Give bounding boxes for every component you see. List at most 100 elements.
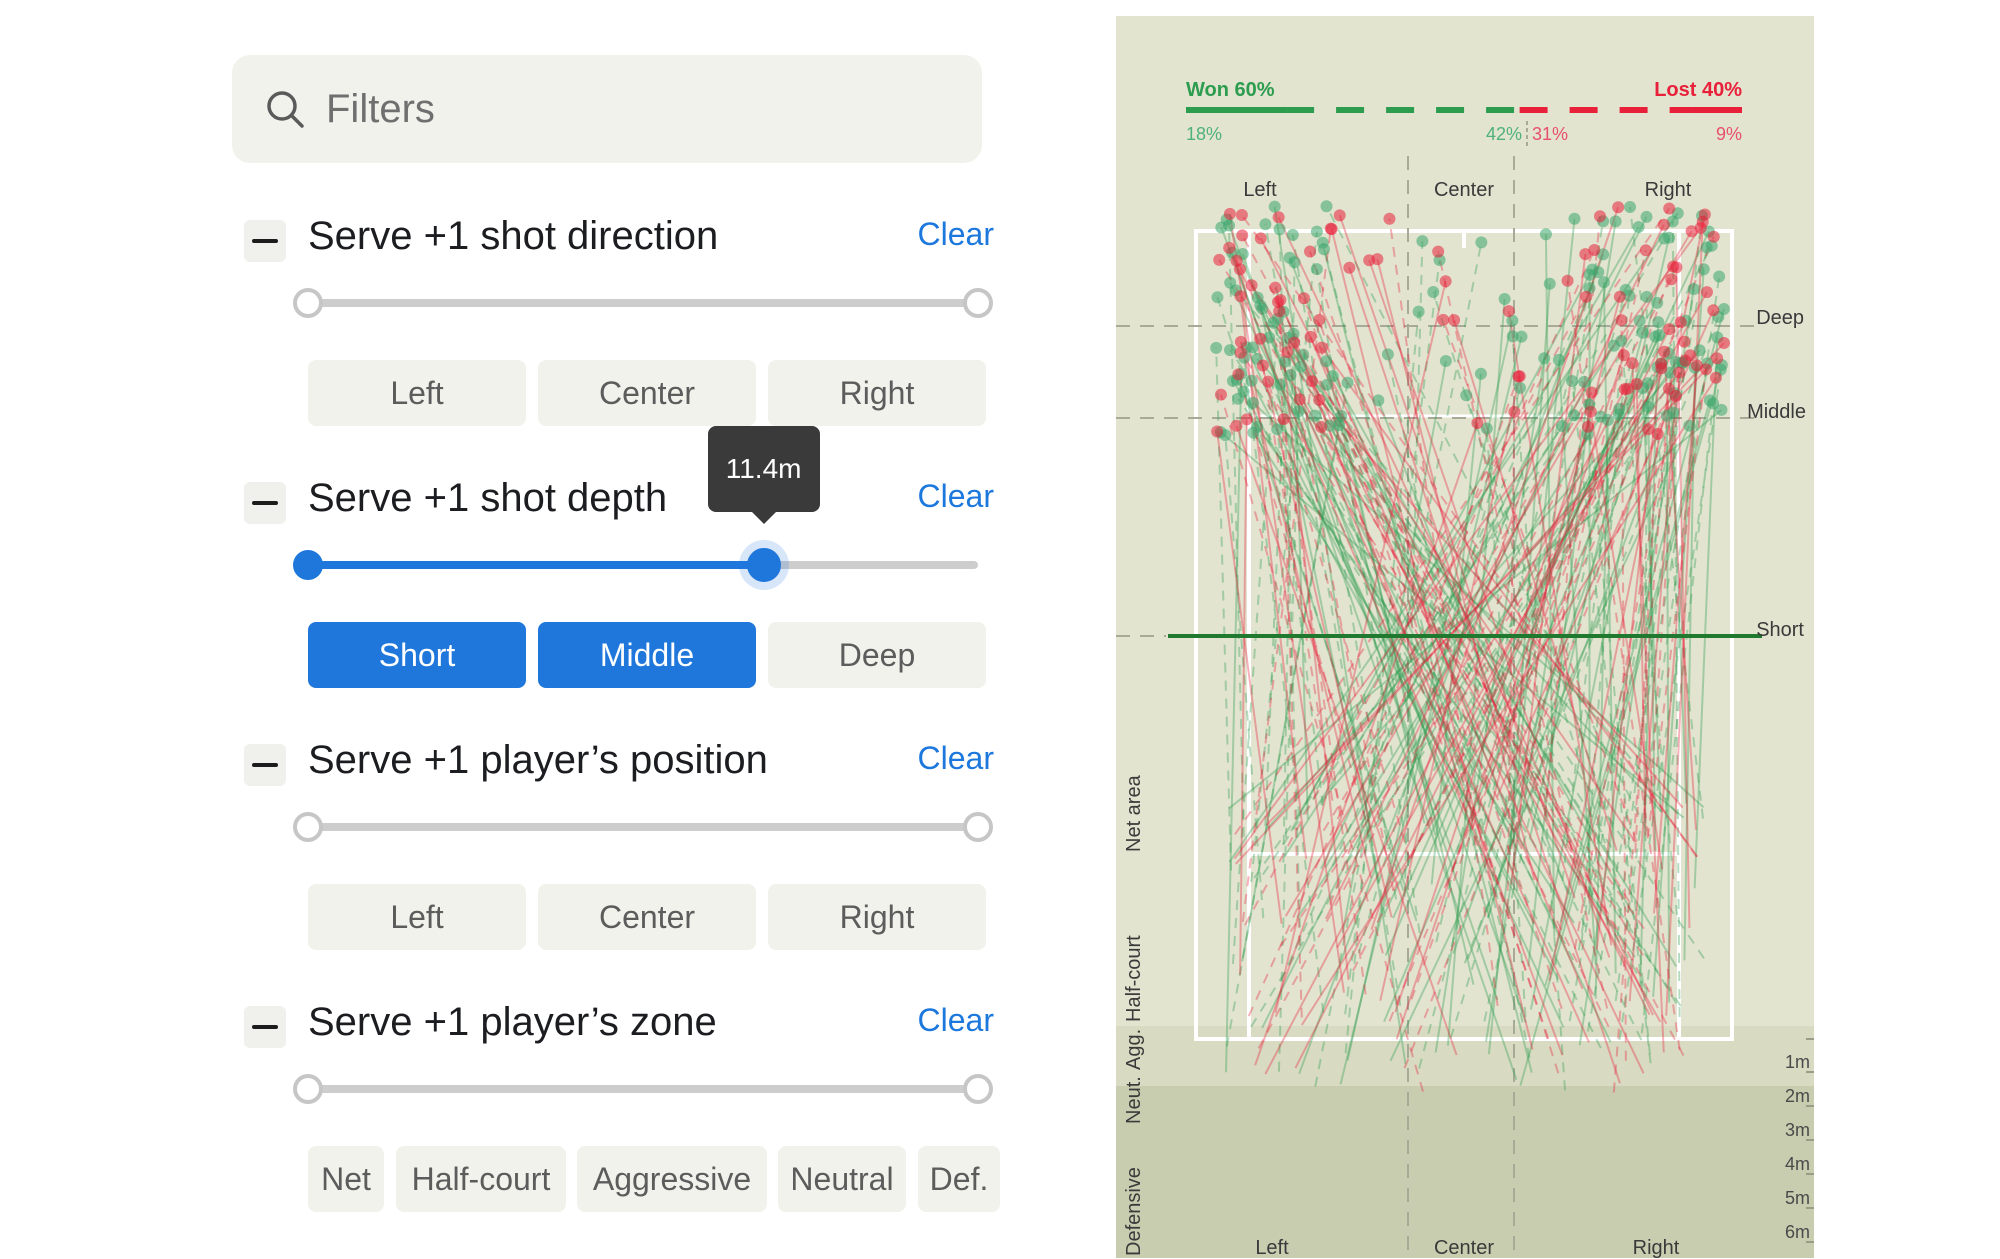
range-slider[interactable] [293, 288, 993, 318]
landing-point-lost[interactable] [1256, 359, 1269, 372]
slider-handle-max[interactable] [963, 812, 993, 842]
landing-point-won[interactable] [1623, 289, 1636, 302]
landing-point-lost[interactable] [1315, 420, 1328, 433]
landing-point-won[interactable] [1292, 405, 1305, 418]
landing-point-lost[interactable] [1561, 274, 1574, 287]
landing-point-won[interactable] [1268, 200, 1281, 213]
clear-button[interactable]: Clear [917, 216, 994, 252]
landing-point-won[interactable] [1539, 228, 1552, 241]
landing-point-lost[interactable] [1674, 316, 1687, 329]
landing-point-lost[interactable] [1667, 260, 1680, 273]
landing-point-won[interactable] [1320, 200, 1333, 213]
landing-point-lost[interactable] [1277, 413, 1290, 426]
landing-point-won[interactable] [1224, 344, 1237, 357]
landing-point-lost[interactable] [1281, 346, 1294, 359]
landing-point-won[interactable] [1271, 423, 1284, 436]
landing-point-won[interactable] [1326, 370, 1339, 383]
landing-point-won[interactable] [1641, 377, 1654, 390]
collapse-button[interactable] [244, 744, 286, 786]
landing-point-lost[interactable] [1642, 423, 1655, 436]
option-short[interactable]: Short [308, 622, 526, 688]
landing-point-lost[interactable] [1613, 290, 1626, 303]
landing-point-lost[interactable] [1254, 332, 1267, 345]
landing-point-won[interactable] [1316, 236, 1329, 249]
landing-point-lost[interactable] [1305, 375, 1318, 388]
landing-point-won[interactable] [1284, 369, 1297, 382]
landing-point-lost[interactable] [1245, 279, 1258, 292]
landing-point-lost[interactable] [1508, 405, 1521, 418]
landing-point-lost[interactable] [1214, 388, 1227, 401]
landing-point-lost[interactable] [1502, 305, 1515, 318]
landing-point-won[interactable] [1601, 413, 1614, 426]
landing-point-lost[interactable] [1580, 290, 1593, 303]
landing-point-lost[interactable] [1448, 314, 1461, 327]
landing-point-won[interactable] [1651, 296, 1664, 309]
option-left[interactable]: Left [308, 884, 526, 950]
landing-point-won[interactable] [1566, 375, 1579, 388]
landing-point-lost[interactable] [1651, 427, 1664, 440]
landing-point-won[interactable] [1633, 314, 1646, 327]
landing-point-won[interactable] [1211, 291, 1224, 304]
slider-handle-min[interactable] [293, 550, 323, 580]
option-deep[interactable]: Deep [768, 622, 986, 688]
landing-point-won[interactable] [1256, 302, 1269, 315]
landing-point-lost[interactable] [1240, 413, 1253, 426]
landing-point-lost[interactable] [1626, 357, 1639, 370]
landing-point-lost[interactable] [1293, 393, 1306, 406]
landing-point-won[interactable] [1713, 270, 1726, 283]
slider-handle-max[interactable] [963, 288, 993, 318]
landing-point-won[interactable] [1320, 378, 1333, 391]
landing-point-won[interactable] [1273, 223, 1286, 236]
landing-point-won[interactable] [1632, 221, 1645, 234]
landing-point-won[interactable] [1613, 402, 1626, 415]
landing-point-won[interactable] [1667, 406, 1680, 419]
landing-point-won[interactable] [1652, 316, 1665, 329]
landing-point-won[interactable] [1693, 344, 1706, 357]
landing-point-lost[interactable] [1584, 405, 1597, 418]
landing-point-lost[interactable] [1432, 245, 1445, 258]
landing-point-won[interactable] [1427, 285, 1440, 298]
landing-point-won[interactable] [1514, 381, 1527, 394]
landing-point-won[interactable] [1372, 394, 1385, 407]
landing-point-lost[interactable] [1223, 241, 1236, 254]
landing-point-won[interactable] [1624, 200, 1637, 213]
slider-handle-max[interactable] [746, 548, 781, 582]
landing-point-won[interactable] [1640, 210, 1653, 223]
landing-point-won[interactable] [1586, 263, 1599, 276]
landing-point-won[interactable] [1320, 355, 1333, 368]
landing-point-lost[interactable] [1513, 370, 1526, 383]
slider-handle-max[interactable] [963, 1074, 993, 1104]
landing-point-lost[interactable] [1615, 314, 1628, 327]
landing-point-won[interactable] [1475, 236, 1488, 249]
landing-point-lost[interactable] [1630, 378, 1643, 391]
landing-point-lost[interactable] [1707, 230, 1720, 243]
landing-point-lost[interactable] [1233, 263, 1246, 276]
landing-point-won[interactable] [1578, 375, 1591, 388]
landing-point-won[interactable] [1669, 356, 1682, 369]
landing-point-lost[interactable] [1437, 313, 1450, 326]
landing-point-won[interactable] [1687, 282, 1700, 295]
landing-point-won[interactable] [1707, 397, 1720, 410]
landing-point-won[interactable] [1294, 360, 1307, 373]
landing-point-won[interactable] [1697, 263, 1710, 276]
option-right[interactable]: Right [768, 884, 986, 950]
landing-point-lost[interactable] [1663, 202, 1676, 215]
landing-point-lost[interactable] [1617, 349, 1630, 362]
landing-point-won[interactable] [1658, 232, 1671, 245]
range-slider[interactable] [293, 1074, 993, 1104]
option-def[interactable]: Def. [918, 1146, 1000, 1212]
landing-point-won[interactable] [1498, 293, 1511, 306]
landing-point-won[interactable] [1288, 256, 1301, 269]
landing-point-lost[interactable] [1223, 207, 1236, 220]
landing-point-won[interactable] [1556, 420, 1569, 433]
landing-point-won[interactable] [1416, 235, 1429, 248]
landing-point-won[interactable] [1597, 276, 1610, 289]
landing-point-won[interactable] [1309, 409, 1322, 422]
landing-point-won[interactable] [1700, 241, 1713, 254]
landing-point-lost[interactable] [1673, 366, 1686, 379]
landing-point-lost[interactable] [1581, 420, 1594, 433]
landing-point-won[interactable] [1246, 396, 1259, 409]
landing-point-lost[interactable] [1717, 337, 1730, 350]
landing-point-won[interactable] [1310, 225, 1323, 238]
landing-point-won[interactable] [1297, 348, 1310, 361]
